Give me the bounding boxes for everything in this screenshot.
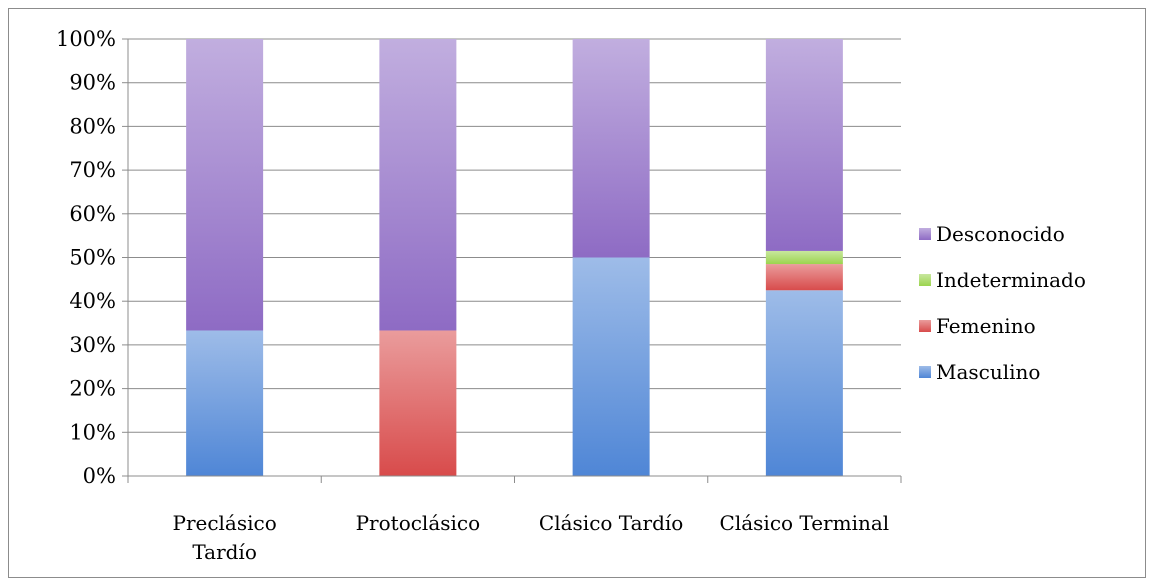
y-tick-label: 100% (56, 27, 116, 51)
bar-desconocido-1 (379, 39, 457, 331)
bar-femenino-3 (765, 264, 843, 291)
bar-desconocido-3 (765, 39, 843, 251)
legend-swatch-desconocido (919, 228, 931, 240)
bar-femenino-1 (379, 330, 457, 476)
bar-desconocido-2 (572, 39, 650, 258)
y-tick-label: 60% (69, 202, 116, 226)
x-tick-label: Preclásico (172, 511, 276, 535)
y-tick-labels: 0% 10% 20% 30% 40% 50% 60% 70% 80% 90% 100% (56, 27, 116, 488)
x-tick-labels: Preclásico Tardío Protoclásico Clásico Tard… (172, 511, 889, 564)
legend: Desconocido Indeterminado Femenino Masculin… (919, 222, 1086, 384)
x-tick-label: Tardío (192, 540, 257, 564)
bar-masculino-3 (765, 290, 843, 476)
y-tick-label: 0% (83, 464, 116, 488)
bar-desconocido-0 (186, 39, 264, 331)
legend-label-masculino: Masculino (936, 360, 1040, 384)
legend-label-indeterminado: Indeterminado (936, 268, 1086, 292)
y-tick-label: 50% (69, 246, 116, 270)
y-tick-label: 40% (69, 289, 116, 313)
bar-masculino-2 (572, 257, 650, 476)
y-tick-label: 10% (69, 420, 116, 444)
bar-indeterminado-3 (765, 250, 843, 265)
y-tick-label: 90% (69, 71, 116, 95)
legend-swatch-masculino (919, 366, 931, 378)
legend-label-desconocido: Desconocido (936, 222, 1065, 246)
y-tick-label: 30% (69, 333, 116, 357)
x-tick-label: Clásico Tardío (539, 511, 683, 535)
bar-masculino-0 (186, 330, 264, 476)
legend-swatch-femenino (919, 320, 931, 332)
y-tick-label: 20% (69, 377, 116, 401)
legend-swatch-indeterminado (919, 274, 931, 286)
bars (186, 39, 843, 476)
legend-label-femenino: Femenino (936, 314, 1036, 338)
axes (122, 38, 902, 483)
x-tick-label: Clásico Terminal (720, 511, 890, 535)
x-tick-label: Protoclásico (356, 511, 481, 535)
y-tick-label: 70% (69, 158, 116, 182)
y-tick-label: 80% (69, 114, 116, 138)
